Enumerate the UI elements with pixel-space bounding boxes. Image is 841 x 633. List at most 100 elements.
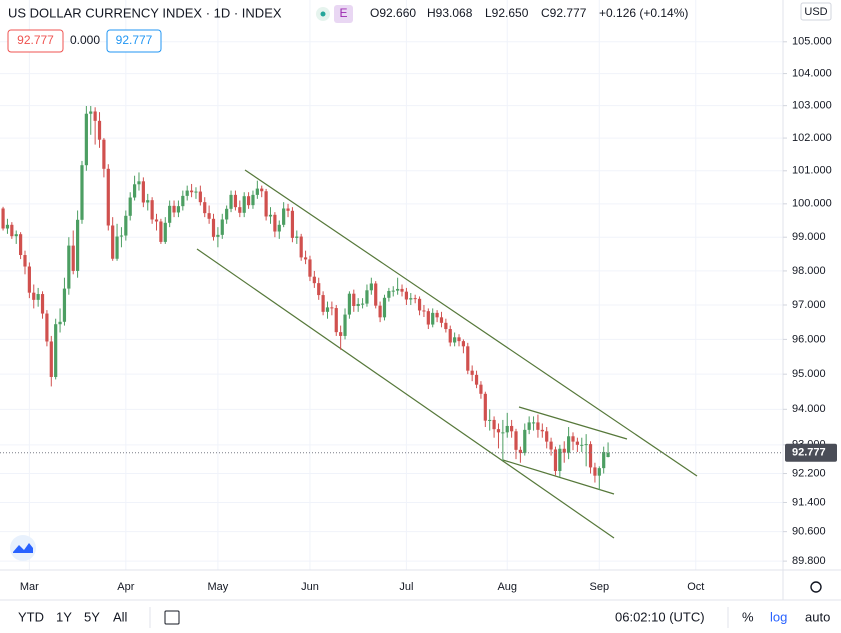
candle-body [558, 448, 562, 472]
x-tick-label: Apr [117, 581, 134, 593]
candle-body [479, 384, 483, 394]
candle-body [562, 448, 566, 453]
ask-box[interactable] [106, 29, 162, 53]
y-tick-label: 103.000 [792, 100, 832, 112]
bid-price: 92.777 [17, 33, 54, 47]
range-button[interactable]: 5Y [84, 609, 100, 624]
candle-body [575, 441, 579, 445]
candle-body [580, 444, 584, 446]
candle-body [312, 276, 316, 284]
y-tick-label: 89.800 [792, 555, 826, 567]
candle-body [181, 195, 185, 207]
candle-body [32, 292, 36, 300]
candle-body [413, 298, 417, 300]
candle-body [277, 224, 281, 232]
currency-label: USD [804, 6, 827, 18]
candle-body [369, 283, 373, 291]
candle-body [93, 111, 97, 121]
x-tick-label: Oct [687, 581, 704, 593]
candle-body [211, 218, 216, 237]
bid-box[interactable] [7, 29, 64, 53]
candle-body [531, 422, 536, 424]
x-tick-label: Jun [301, 581, 319, 593]
candle-body [84, 113, 88, 166]
trend-line [502, 459, 615, 495]
x-tick-label: Jul [399, 581, 413, 593]
candle-body [189, 190, 194, 193]
candle-body [426, 311, 430, 325]
trend-line [518, 406, 628, 440]
percent-toggle[interactable]: % [742, 609, 754, 624]
candle-body [14, 234, 18, 237]
candle-body [334, 308, 338, 333]
candle-body [571, 436, 575, 442]
y-tick-label: 101.000 [792, 165, 832, 177]
logo[interactable] [10, 535, 36, 561]
auto-toggle[interactable]: auto [805, 609, 830, 624]
badge[interactable] [334, 5, 353, 23]
candle-body [352, 293, 356, 307]
candle-body [198, 191, 202, 203]
log-toggle[interactable]: log [770, 609, 787, 624]
candle-body [242, 196, 246, 213]
y-tick-label: 92.200 [792, 467, 826, 479]
candle-body [299, 236, 303, 258]
candle-body [168, 205, 172, 223]
y-tick-label: 95.000 [792, 368, 826, 380]
candle-body [374, 283, 378, 306]
range-button[interactable]: All [113, 609, 128, 624]
candle-body [409, 298, 413, 300]
candle-body [435, 312, 439, 318]
candle-body [396, 288, 400, 291]
candle-body [128, 197, 132, 216]
candle-body [154, 219, 159, 222]
candle-body [466, 346, 470, 371]
candle-body [347, 293, 352, 315]
candle-body [67, 245, 71, 289]
candle-body [111, 225, 115, 259]
candle-body [567, 436, 571, 453]
candle-body [273, 214, 277, 232]
candle-body [382, 297, 387, 318]
candle-body [159, 221, 163, 242]
candle-body [141, 181, 145, 203]
range-button[interactable]: 1Y [56, 609, 72, 624]
candle-body [229, 194, 233, 209]
candle-body [264, 191, 268, 217]
clock: 06:02:10 (UTC) [615, 609, 705, 624]
candle-body [220, 219, 224, 235]
x-tick-label: Mar [20, 581, 39, 593]
badge-label: E [339, 6, 347, 20]
candle-body [549, 441, 553, 450]
y-tick-label: 104.000 [792, 67, 832, 79]
calendar-icon[interactable] [164, 610, 180, 625]
candle-body [115, 236, 119, 259]
candle-body [203, 202, 207, 214]
candle-body [461, 341, 465, 347]
settings-icon[interactable] [810, 581, 822, 593]
candle-body [518, 449, 522, 454]
candle-body [474, 374, 479, 385]
candle-body [339, 332, 343, 336]
currency-badge[interactable] [800, 2, 832, 21]
candle-body [268, 214, 273, 217]
candle-body [545, 431, 549, 442]
candle-body [540, 429, 544, 432]
y-tick-label: 102.000 [792, 132, 832, 144]
candle-body [5, 224, 10, 229]
x-tick-label: Aug [497, 581, 517, 593]
candle-body [1, 208, 5, 229]
candle-body [444, 322, 448, 330]
candle-body [150, 200, 154, 220]
logo-mark [13, 543, 33, 553]
y-tick-label: 96.000 [792, 333, 826, 345]
ohlc-low: L92.650 [485, 6, 529, 20]
spread: 0.000 [70, 33, 100, 47]
candle-body [303, 257, 308, 260]
range-button[interactable]: YTD [18, 609, 44, 624]
candle-body [496, 429, 501, 433]
y-tick-label: 97.000 [792, 299, 826, 311]
candle-body [286, 208, 290, 211]
candle-body [225, 208, 229, 220]
